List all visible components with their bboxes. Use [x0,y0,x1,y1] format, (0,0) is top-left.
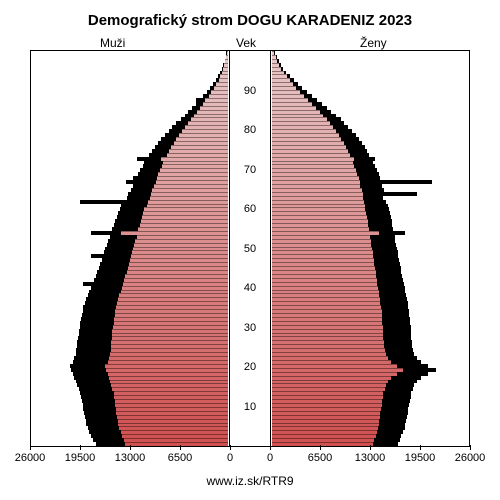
y-axis-label: 20 [232,361,268,373]
x-axis-tick [30,445,31,450]
x-axis-tick [370,445,371,450]
x-axis-label: 6500 [308,452,332,464]
x-axis-label: 13000 [355,452,386,464]
footer-url: www.iz.sk/RTR9 [0,474,500,488]
label-age: Vek [236,36,256,50]
x-axis-tick [470,445,471,450]
x-axis-label: 19500 [65,452,96,464]
y-axis-label: 70 [232,164,268,176]
pyramid-male-half [30,51,230,446]
chart-title: Demografický strom DOGU KARADENIZ 2023 [0,12,500,29]
x-axis-label: 13000 [115,452,146,464]
x-axis-tick [230,445,231,450]
y-axis-label: 10 [232,401,268,413]
label-men: Muži [100,36,125,50]
x-axis-label: 26000 [15,452,46,464]
x-axis-tick [180,445,181,450]
pyramid-female-half [270,51,470,446]
x-axis-label: 26000 [455,452,486,464]
y-axis-label: 50 [232,243,268,255]
x-axis-tick [320,445,321,450]
x-axis-label: 0 [227,452,233,464]
plot-area: 10 20 30 40 50 60 70 80 90 [30,50,470,447]
y-axis-label: 30 [232,322,268,334]
x-axis-label: 0 [267,452,273,464]
y-axis-label: 60 [232,203,268,215]
x-axis-label: 6500 [168,452,192,464]
x-axis-tick [420,445,421,450]
label-women: Ženy [360,36,387,50]
y-axis-label: 40 [232,282,268,294]
y-axis-label: 90 [232,85,268,97]
x-axis-label: 19500 [405,452,436,464]
y-axis-label: 80 [232,124,268,136]
x-axis-tick [270,445,271,450]
chart-container: Demografický strom DOGU KARADENIZ 2023 M… [0,0,500,500]
x-axis-tick [80,445,81,450]
x-axis-tick [130,445,131,450]
